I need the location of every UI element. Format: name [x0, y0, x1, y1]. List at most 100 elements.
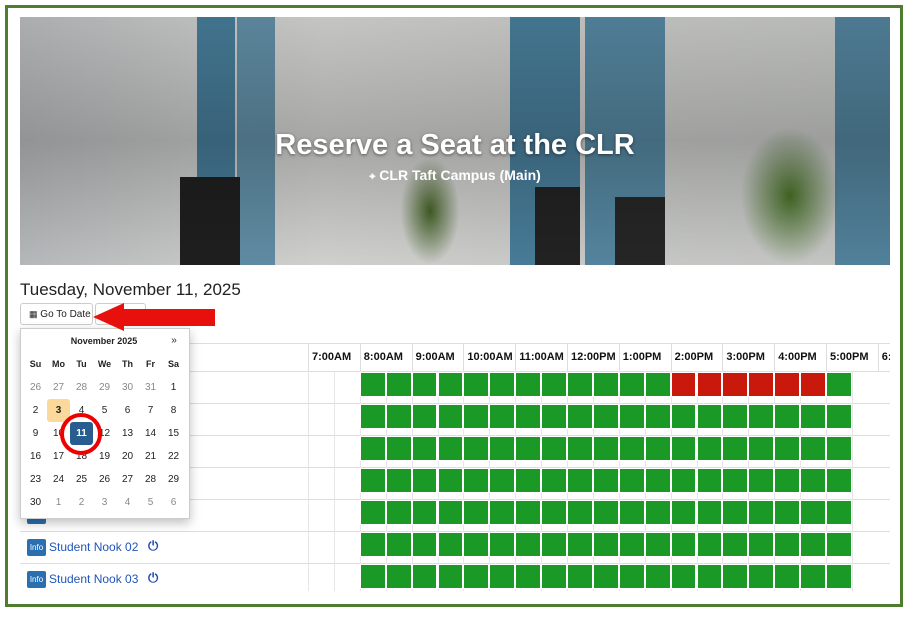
room-name[interactable]: Student Nook 02 — [49, 540, 139, 554]
time-slot[interactable] — [463, 532, 490, 557]
calendar-day[interactable]: 14 — [144, 428, 157, 439]
time-slot[interactable] — [567, 532, 593, 557]
calendar-day[interactable]: 24 — [52, 474, 65, 485]
time-slot[interactable] — [437, 404, 464, 429]
calendar-day[interactable]: 2 — [32, 405, 39, 416]
time-slot[interactable] — [463, 436, 490, 461]
time-slot[interactable] — [696, 468, 723, 493]
time-slot[interactable] — [411, 372, 438, 397]
calendar-day[interactable]: 23 — [29, 474, 42, 485]
time-slot[interactable] — [644, 564, 671, 589]
time-slot[interactable] — [411, 500, 438, 525]
time-slot[interactable] — [722, 372, 749, 397]
go-to-date-button[interactable]: ▦ Go To Date — [20, 303, 93, 325]
time-slot[interactable] — [411, 468, 438, 493]
next-month[interactable]: » — [171, 335, 177, 346]
calendar-day[interactable]: 15 — [167, 428, 180, 439]
time-slot[interactable] — [489, 372, 516, 397]
time-slot[interactable] — [774, 404, 801, 429]
calendar-day[interactable]: 6 — [124, 405, 131, 416]
time-slot[interactable] — [385, 564, 412, 589]
time-slot[interactable] — [385, 404, 412, 429]
time-slot[interactable] — [567, 372, 593, 397]
time-slot[interactable] — [696, 564, 723, 589]
calendar-day[interactable]: 20 — [121, 451, 134, 462]
time-slot[interactable] — [696, 532, 723, 557]
time-slot[interactable] — [774, 372, 801, 397]
time-slot[interactable] — [826, 404, 852, 429]
time-slot[interactable] — [800, 500, 826, 525]
calendar-day[interactable]: 26 — [98, 474, 111, 485]
nav-button[interactable] — [95, 303, 146, 325]
calendar-day[interactable]: 18 — [75, 451, 88, 462]
time-slot[interactable] — [385, 372, 412, 397]
time-slot[interactable] — [826, 532, 852, 557]
time-slot[interactable] — [411, 532, 438, 557]
time-slot[interactable] — [515, 468, 542, 493]
time-slot[interactable] — [670, 532, 697, 557]
time-slot[interactable] — [463, 500, 490, 525]
calendar-day[interactable]: 29 — [98, 382, 111, 393]
time-slot[interactable] — [541, 532, 567, 557]
time-slot[interactable] — [670, 372, 697, 397]
time-slot[interactable] — [670, 564, 697, 589]
calendar-day[interactable]: 4 — [124, 497, 131, 508]
time-slot[interactable] — [722, 404, 749, 429]
time-slot[interactable] — [592, 532, 619, 557]
time-slot[interactable] — [748, 372, 775, 397]
time-slot[interactable] — [748, 468, 775, 493]
time-slot[interactable] — [774, 468, 801, 493]
time-slot[interactable] — [722, 532, 749, 557]
time-slot[interactable] — [515, 404, 542, 429]
time-slot[interactable] — [748, 564, 775, 589]
time-slot[interactable] — [463, 564, 490, 589]
time-slot[interactable] — [774, 564, 801, 589]
calendar-day[interactable]: 7 — [147, 405, 154, 416]
time-slot[interactable] — [541, 372, 567, 397]
time-slot[interactable] — [385, 436, 412, 461]
time-slot[interactable] — [618, 372, 645, 397]
calendar-day[interactable]: 5 — [101, 405, 108, 416]
time-slot[interactable] — [359, 532, 386, 557]
time-slot[interactable] — [722, 564, 749, 589]
time-slot[interactable] — [826, 436, 852, 461]
time-slot[interactable] — [489, 500, 516, 525]
time-slot[interactable] — [541, 500, 567, 525]
time-slot[interactable] — [644, 468, 671, 493]
calendar-day[interactable]: 12 — [98, 428, 111, 439]
time-slot[interactable] — [515, 564, 542, 589]
calendar-day[interactable]: 27 — [121, 474, 134, 485]
time-slot[interactable] — [618, 468, 645, 493]
time-slot[interactable] — [826, 500, 852, 525]
calendar-day[interactable]: 5 — [147, 497, 154, 508]
time-slot[interactable] — [567, 500, 593, 525]
time-slot[interactable] — [489, 468, 516, 493]
time-slot[interactable] — [800, 372, 826, 397]
time-slot[interactable] — [774, 436, 801, 461]
time-slot[interactable] — [826, 564, 852, 589]
time-slot[interactable] — [437, 500, 464, 525]
calendar-day[interactable]: 11 — [70, 422, 93, 445]
time-slot[interactable] — [800, 532, 826, 557]
time-slot[interactable] — [515, 436, 542, 461]
time-slot[interactable] — [567, 564, 593, 589]
time-slot[interactable] — [696, 436, 723, 461]
time-slot[interactable] — [515, 532, 542, 557]
time-slot[interactable] — [800, 404, 826, 429]
time-slot[interactable] — [359, 500, 386, 525]
time-slot[interactable] — [748, 404, 775, 429]
time-slot[interactable] — [748, 436, 775, 461]
time-slot[interactable] — [541, 404, 567, 429]
time-slot[interactable] — [800, 564, 826, 589]
calendar-day[interactable]: 30 — [121, 382, 134, 393]
time-slot[interactable] — [437, 468, 464, 493]
calendar-day[interactable]: 28 — [75, 382, 88, 393]
time-slot[interactable] — [748, 500, 775, 525]
calendar-day[interactable]: 29 — [167, 474, 180, 485]
calendar-day[interactable]: 31 — [144, 382, 157, 393]
time-slot[interactable] — [592, 436, 619, 461]
calendar-day[interactable]: 13 — [121, 428, 134, 439]
time-slot[interactable] — [826, 372, 852, 397]
time-slot[interactable] — [463, 372, 490, 397]
calendar-day[interactable]: 9 — [32, 428, 39, 439]
